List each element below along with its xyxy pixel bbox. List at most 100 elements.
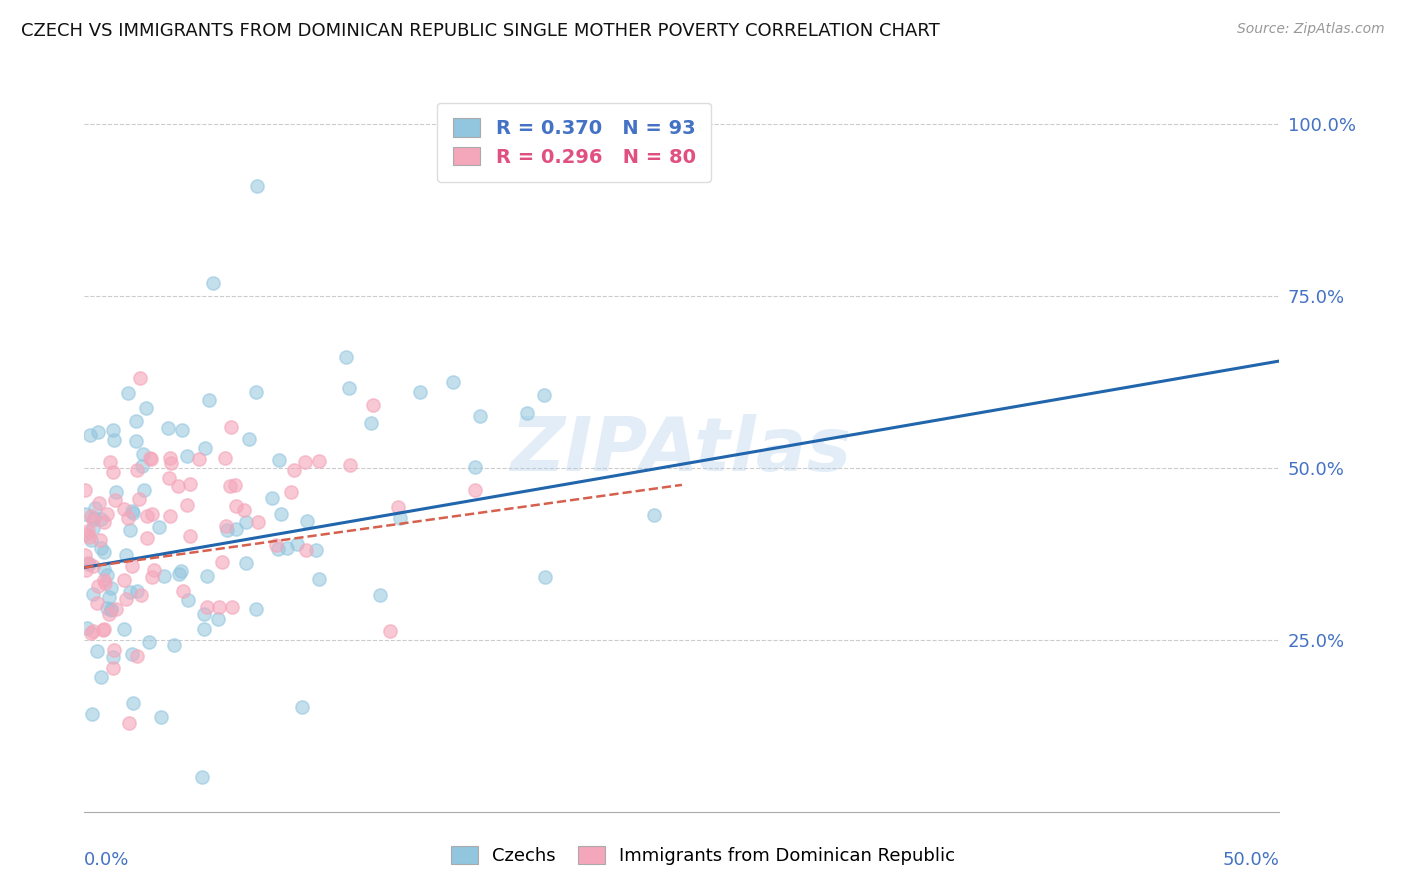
Point bbox=[195, 568, 218, 582]
Point bbox=[128, 492, 150, 507]
Legend: R = 0.370   N = 93, R = 0.296   N = 80: R = 0.370 N = 93, R = 0.296 N = 80 bbox=[437, 103, 711, 182]
Point bbox=[82, 706, 104, 721]
Point bbox=[335, 350, 357, 364]
Point bbox=[238, 433, 260, 447]
Point bbox=[127, 649, 149, 664]
Point bbox=[159, 450, 181, 465]
Point bbox=[225, 522, 247, 536]
Point bbox=[287, 537, 309, 551]
Point bbox=[169, 567, 191, 582]
Point bbox=[235, 556, 257, 570]
Point bbox=[87, 579, 110, 593]
Point bbox=[295, 514, 318, 528]
Point bbox=[160, 456, 183, 470]
Point bbox=[232, 502, 254, 516]
Point bbox=[82, 559, 104, 574]
Point bbox=[75, 507, 97, 521]
Point bbox=[117, 510, 139, 524]
Point bbox=[294, 543, 316, 558]
Point bbox=[534, 569, 557, 583]
Point bbox=[104, 493, 127, 508]
Point bbox=[96, 601, 118, 615]
Point bbox=[135, 531, 157, 545]
Point bbox=[131, 458, 153, 473]
Point bbox=[79, 427, 101, 442]
Point bbox=[197, 393, 219, 408]
Point bbox=[225, 499, 247, 513]
Point bbox=[131, 588, 153, 602]
Point bbox=[215, 519, 238, 533]
Point bbox=[100, 602, 122, 616]
Point bbox=[194, 441, 217, 455]
Point bbox=[115, 591, 138, 606]
Point bbox=[77, 557, 100, 571]
Point bbox=[73, 483, 96, 497]
Point bbox=[100, 582, 122, 596]
Point bbox=[179, 476, 201, 491]
Point bbox=[339, 458, 361, 473]
Point bbox=[134, 483, 156, 497]
Point bbox=[103, 661, 125, 675]
Point bbox=[93, 561, 115, 575]
Point bbox=[149, 710, 172, 724]
Point bbox=[170, 564, 193, 578]
Point bbox=[264, 538, 287, 552]
Point bbox=[163, 639, 186, 653]
Point bbox=[270, 507, 292, 521]
Point bbox=[441, 375, 464, 389]
Point bbox=[79, 533, 101, 547]
Point bbox=[104, 601, 127, 615]
Point bbox=[207, 612, 229, 626]
Point bbox=[172, 423, 194, 437]
Point bbox=[135, 401, 157, 415]
Point bbox=[276, 541, 298, 555]
Point bbox=[290, 699, 312, 714]
Point bbox=[388, 510, 411, 524]
Point bbox=[305, 543, 328, 558]
Point bbox=[87, 425, 110, 440]
Point bbox=[112, 501, 135, 516]
Point bbox=[138, 635, 160, 649]
Point bbox=[112, 622, 135, 636]
Point bbox=[118, 585, 141, 599]
Point bbox=[118, 716, 141, 731]
Point bbox=[121, 647, 143, 661]
Point bbox=[115, 548, 138, 562]
Point bbox=[159, 508, 181, 523]
Point bbox=[101, 423, 124, 437]
Point bbox=[122, 506, 145, 520]
Point bbox=[208, 600, 231, 615]
Point bbox=[76, 527, 98, 541]
Text: Source: ZipAtlas.com: Source: ZipAtlas.com bbox=[1237, 22, 1385, 37]
Point bbox=[219, 420, 242, 434]
Point bbox=[370, 588, 392, 602]
Point bbox=[378, 624, 401, 639]
Point bbox=[172, 583, 194, 598]
Point bbox=[247, 516, 270, 530]
Point bbox=[408, 384, 430, 399]
Point bbox=[193, 607, 215, 622]
Point bbox=[337, 381, 360, 395]
Point bbox=[89, 533, 111, 547]
Point bbox=[100, 602, 122, 616]
Text: 50.0%: 50.0% bbox=[1223, 852, 1279, 870]
Point bbox=[177, 592, 200, 607]
Point bbox=[176, 498, 198, 512]
Point bbox=[93, 545, 115, 559]
Point bbox=[245, 385, 267, 400]
Point bbox=[125, 463, 148, 477]
Point bbox=[361, 398, 384, 412]
Point bbox=[93, 623, 115, 637]
Point bbox=[191, 770, 214, 784]
Point bbox=[83, 510, 105, 524]
Point bbox=[280, 485, 302, 500]
Point bbox=[83, 501, 105, 516]
Point bbox=[188, 451, 211, 466]
Point bbox=[103, 434, 125, 448]
Point bbox=[221, 600, 243, 615]
Point bbox=[139, 451, 162, 466]
Point bbox=[516, 406, 538, 420]
Point bbox=[97, 590, 120, 604]
Point bbox=[132, 447, 155, 461]
Point bbox=[143, 563, 166, 577]
